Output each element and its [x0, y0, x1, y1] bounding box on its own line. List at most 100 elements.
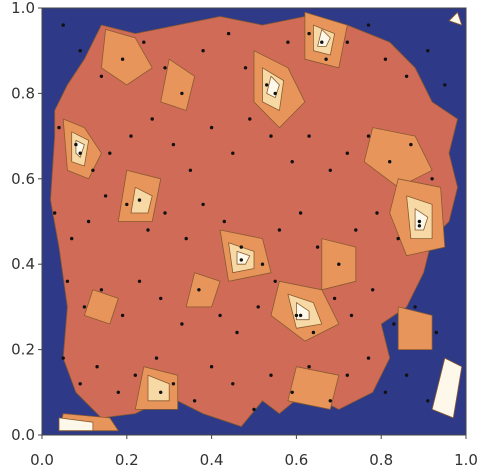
sample-point	[426, 399, 430, 403]
sample-point	[256, 305, 260, 309]
contour-region-level-4	[431, 357, 463, 419]
sample-point	[404, 74, 409, 79]
x-tick-label: 0.2	[115, 451, 139, 469]
sample-point	[154, 356, 159, 360]
sample-point	[375, 211, 379, 215]
contour-region-level-2	[101, 28, 153, 86]
sample-point	[99, 74, 104, 79]
sample-point	[146, 228, 150, 232]
x-tick-label: 0.4	[200, 451, 224, 469]
x-tick-label: 0.8	[369, 451, 393, 469]
sample-point	[201, 49, 205, 53]
sample-point	[252, 407, 256, 412]
sample-point	[328, 168, 332, 172]
sample-point	[197, 288, 201, 292]
sample-point	[188, 168, 193, 172]
sample-point	[298, 211, 303, 215]
plot-frame	[41, 7, 467, 436]
sample-point	[392, 322, 396, 326]
sample-point	[404, 373, 409, 377]
sample-point	[354, 228, 358, 232]
sample-point	[366, 23, 371, 27]
sample-point	[273, 91, 277, 96]
sample-point	[298, 313, 303, 318]
x-tick-label: 0.0	[30, 451, 54, 469]
sample-point	[307, 134, 311, 138]
sample-point	[125, 202, 129, 207]
x-axis: 0.0 0.2 0.4 0.6 0.8 1.0	[30, 435, 478, 469]
sample-point	[248, 117, 252, 121]
y-axis: 0.0 0.2 0.4 0.6 0.8 1.0	[11, 0, 42, 444]
sample-point	[345, 373, 349, 377]
sample-point	[184, 236, 188, 241]
sample-point	[443, 83, 447, 87]
sample-point	[53, 211, 57, 215]
sample-point	[74, 142, 78, 147]
sample-point	[383, 57, 388, 61]
sample-point	[108, 151, 112, 155]
sample-point	[95, 365, 99, 369]
contour-region-level-4	[58, 417, 94, 432]
contour-region-level-3	[130, 186, 153, 214]
sample-point	[222, 219, 226, 224]
sample-points	[53, 23, 447, 412]
sample-point	[129, 134, 133, 138]
sample-point	[120, 313, 125, 318]
sample-point	[163, 66, 167, 70]
sample-point	[57, 125, 61, 130]
sample-point	[82, 305, 87, 309]
sample-point	[260, 262, 265, 266]
sample-point	[320, 40, 324, 44]
sample-point	[307, 365, 311, 369]
y-tick-label: 0.8	[11, 84, 35, 102]
sample-point	[133, 373, 137, 377]
sample-point	[243, 66, 248, 70]
sample-point	[171, 142, 176, 147]
sample-point	[86, 219, 91, 224]
sample-point	[290, 390, 294, 394]
sample-point	[91, 168, 95, 172]
sample-point	[150, 117, 154, 121]
sample-point	[159, 390, 163, 394]
sample-point	[277, 228, 282, 232]
sample-point	[307, 31, 311, 36]
x-tick-label: 1.0	[454, 451, 478, 469]
sample-point	[366, 356, 371, 360]
sample-point	[417, 219, 422, 224]
sample-point	[366, 134, 371, 138]
sample-point	[209, 365, 214, 369]
sample-point	[265, 83, 269, 87]
sample-point	[315, 245, 320, 249]
sample-point	[99, 288, 104, 292]
sample-point	[349, 313, 354, 318]
sample-point	[371, 288, 375, 292]
y-tick-label: 1.0	[11, 0, 35, 17]
sample-point	[269, 134, 273, 138]
sample-point	[70, 236, 74, 241]
sample-point	[137, 198, 142, 202]
sample-point	[142, 40, 146, 44]
sample-point	[430, 177, 434, 181]
sample-point	[78, 151, 82, 155]
sample-point	[345, 40, 349, 44]
sample-point	[239, 258, 243, 262]
contour-region-level-4	[75, 139, 85, 158]
contour-region-level-2	[185, 272, 221, 308]
sample-point	[294, 313, 299, 318]
sample-point	[235, 330, 239, 335]
sample-point	[396, 236, 400, 241]
sample-point	[137, 279, 142, 283]
sample-point	[61, 23, 65, 27]
sample-point	[171, 382, 176, 386]
contour-region-level-2	[363, 127, 433, 188]
sample-point	[103, 194, 108, 198]
sample-point	[269, 373, 273, 377]
sample-point	[116, 390, 121, 394]
sample-point	[426, 49, 430, 53]
sample-point	[180, 322, 184, 326]
sample-point	[78, 382, 82, 386]
sample-point	[159, 296, 163, 301]
sample-point	[231, 151, 235, 155]
sample-point	[324, 57, 328, 61]
contour-region-level-4	[448, 11, 463, 26]
